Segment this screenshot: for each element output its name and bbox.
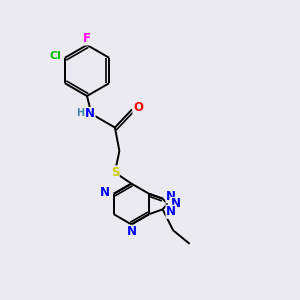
- Text: N: N: [166, 205, 176, 218]
- Text: S: S: [111, 166, 119, 179]
- Text: N: N: [100, 186, 110, 199]
- Text: Cl: Cl: [50, 51, 61, 61]
- Text: N: N: [126, 225, 136, 239]
- Text: N: N: [85, 107, 95, 121]
- Text: O: O: [133, 101, 143, 114]
- Text: N: N: [171, 197, 181, 211]
- Text: H: H: [76, 108, 84, 118]
- Text: N: N: [166, 190, 176, 203]
- Text: F: F: [83, 32, 91, 45]
